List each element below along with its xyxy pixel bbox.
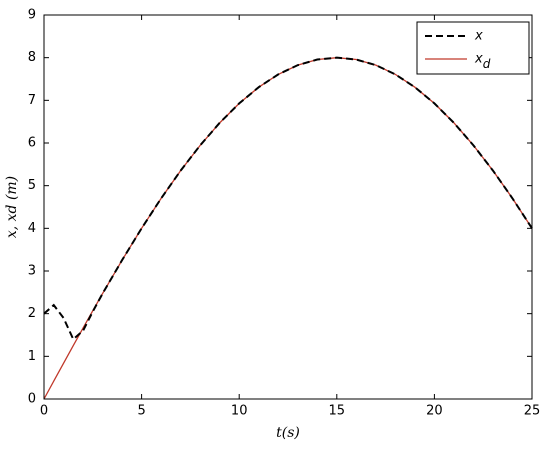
plot-frame xyxy=(43,14,533,400)
x-tick-label: 0 xyxy=(40,404,48,419)
y-tick-label: 3 xyxy=(28,264,36,279)
y-tick-label: 5 xyxy=(28,178,36,193)
series-line xyxy=(43,56,533,341)
x-tick-label: 15 xyxy=(329,404,346,419)
y-tick-label: 2 xyxy=(28,306,36,321)
y-tick-label: 9 xyxy=(28,8,36,23)
x-axis-label: t(s) xyxy=(276,425,300,441)
x-tick-label: 5 xyxy=(137,404,145,419)
y-tick-label: 6 xyxy=(28,136,36,151)
y-tick-label: 0 xyxy=(28,392,36,407)
x-tick-label: 20 xyxy=(426,404,443,419)
legend-label: xd xyxy=(474,52,491,71)
y-tick-label: 8 xyxy=(28,50,36,65)
x-tick-label: 10 xyxy=(231,404,248,419)
legend-box xyxy=(416,21,530,75)
legend-label: x xyxy=(474,29,483,44)
y-tick-label: 7 xyxy=(28,93,36,108)
y-tick-label: 4 xyxy=(28,221,36,236)
y-axis-label: x, xd (m) xyxy=(4,176,20,238)
x-tick-label: 25 xyxy=(524,404,541,419)
y-tick-label: 1 xyxy=(28,349,36,364)
